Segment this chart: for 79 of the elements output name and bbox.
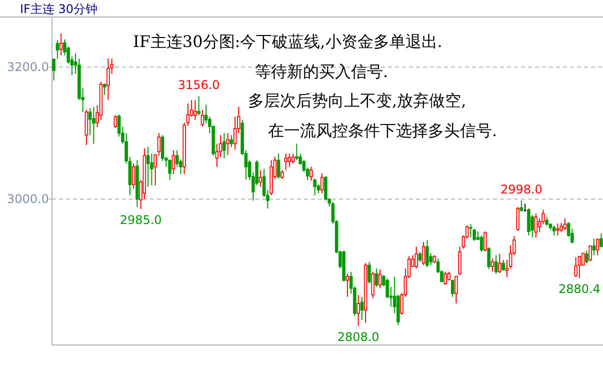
- candlestick: [592, 238, 596, 256]
- candlestick: [288, 153, 292, 168]
- candlestick: [552, 225, 556, 236]
- candlestick: [102, 83, 106, 96]
- candlestick: [56, 40, 60, 60]
- y-tick-label: 3200.0: [7, 60, 49, 74]
- candlestick: [132, 163, 136, 190]
- candlestick: [59, 33, 63, 56]
- candlestick: [226, 132, 230, 156]
- candlestick: [556, 223, 560, 236]
- candlestick: [490, 258, 494, 272]
- candlestick: [172, 150, 176, 175]
- candlestick: [291, 153, 295, 164]
- candlestick: [516, 206, 520, 232]
- candlestick: [422, 242, 426, 266]
- candlestick: [276, 153, 280, 180]
- candlestick: [494, 254, 498, 274]
- candlestick: [487, 246, 490, 270]
- candlestick: [588, 244, 592, 262]
- annotation: IF主连30分图:今下破蓝线,小资金多单退出.: [133, 32, 442, 51]
- candlestick: [502, 259, 505, 271]
- candlestick: [284, 153, 288, 171]
- annotation: 多层次后势向上不变,放弃做空,: [248, 91, 466, 110]
- candlestick: [360, 296, 364, 320]
- candlestick: [168, 160, 172, 181]
- candlestick: [418, 251, 422, 262]
- candlestick: [222, 132, 226, 159]
- candlestick: [596, 238, 600, 256]
- candlestick: [585, 250, 588, 264]
- candlestick: [346, 273, 350, 298]
- candlestick: [313, 178, 316, 196]
- candlestick: [454, 276, 458, 304]
- candlestick: [92, 106, 96, 144]
- annotation: 在一流风控条件下选择多头信号.: [268, 121, 498, 140]
- annotation: 等待新的买入信号.: [255, 62, 388, 81]
- candlestick: [52, 58, 56, 81]
- candlestick: [581, 252, 585, 266]
- candlestick: [520, 200, 524, 212]
- candlestick: [146, 146, 150, 188]
- candlestick: [374, 268, 378, 288]
- annotation: 2808.0: [337, 330, 380, 344]
- candlestick: [378, 269, 382, 289]
- y-tick-label: 3000.0: [7, 192, 49, 206]
- candlestick: [600, 232, 603, 248]
- candlestick: [356, 294, 360, 326]
- candlestick: [560, 222, 563, 233]
- annotation: 3156.0: [178, 78, 220, 92]
- candlestick: [230, 134, 234, 148]
- candlestick: [194, 100, 197, 120]
- candlestick: [480, 234, 484, 252]
- candlestick: [578, 255, 582, 279]
- annotation: 2880.4: [558, 282, 600, 296]
- candlestick: [444, 271, 447, 286]
- candlestick: [414, 246, 418, 269]
- candlestick: [450, 280, 454, 298]
- candlestick: [426, 240, 429, 268]
- candlestick: [106, 58, 110, 101]
- candlestick: [324, 176, 328, 201]
- candlestick: [534, 213, 538, 238]
- candlestick: [295, 143, 298, 161]
- candlestick: [368, 261, 371, 284]
- candlestick: [371, 271, 374, 299]
- candlestick: [320, 172, 324, 194]
- candlestick: [498, 253, 502, 274]
- candlestick: [574, 256, 578, 278]
- annotation: 2998.0: [500, 182, 542, 196]
- annotation: 2985.0: [120, 213, 162, 228]
- candlestick: [84, 110, 88, 146]
- candlestick: [310, 166, 313, 182]
- candlestick: [197, 96, 200, 116]
- chart-title: IF主连 30分钟: [20, 2, 98, 16]
- candlestick: [114, 114, 118, 128]
- candlestick: [484, 230, 487, 252]
- candlestick: [469, 224, 472, 238]
- candlestick: [472, 228, 476, 242]
- candlestick: [200, 110, 204, 128]
- candlestick: [563, 218, 567, 231]
- candlestick: [527, 208, 530, 236]
- candlestick: [258, 170, 262, 188]
